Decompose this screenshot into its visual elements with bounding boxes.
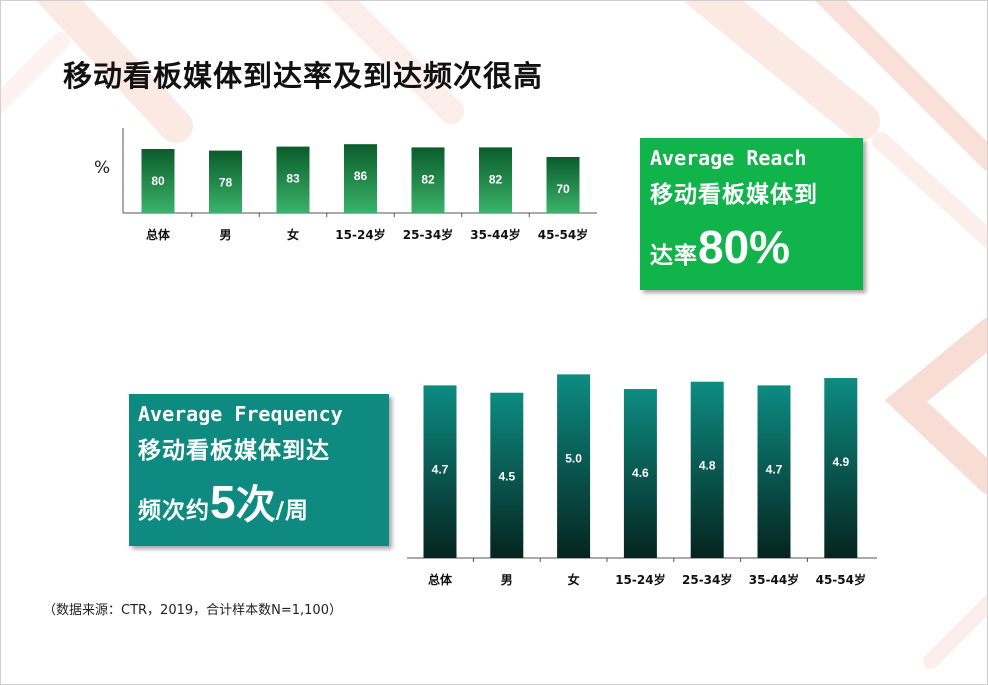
x-tick-label: 总体 bbox=[146, 227, 171, 242]
frequency-box-prefix: 频次约 bbox=[138, 498, 210, 524]
bar-data-label: 80 bbox=[151, 174, 165, 188]
bar-data-label: 4.8 bbox=[699, 459, 716, 473]
frequency-box-value-unit: 次 bbox=[235, 482, 276, 528]
deco-stripe bbox=[36, 1, 193, 143]
x-tick-label: 45-54岁 bbox=[538, 227, 588, 242]
bar-data-label: 70 bbox=[556, 182, 570, 196]
bar bbox=[423, 385, 457, 558]
x-tick-label: 女 bbox=[287, 227, 299, 242]
bar-data-label: 4.9 bbox=[832, 455, 849, 469]
slide-title: 移动看板媒体到达率及到达频次很高 bbox=[63, 59, 544, 93]
deco-chevron bbox=[884, 317, 987, 495]
bar-data-label: 82 bbox=[489, 172, 503, 186]
bar-data-label: 86 bbox=[354, 169, 368, 183]
deco-stripe bbox=[684, 1, 880, 140]
reach-unit-label: % bbox=[94, 158, 111, 178]
bar bbox=[690, 381, 724, 558]
average-frequency-box: Average Frequency 移动看板媒体到达 频次约5次/周 bbox=[129, 394, 389, 546]
bar-data-label: 82 bbox=[421, 172, 435, 186]
bar bbox=[276, 146, 310, 213]
reach-box-value: 80% bbox=[698, 221, 791, 273]
x-tick-label: 15-24岁 bbox=[335, 227, 385, 242]
x-tick-label: 35-44岁 bbox=[749, 572, 799, 587]
bar-data-label: 83 bbox=[286, 172, 300, 186]
reach-box-prefix: 达率 bbox=[650, 243, 698, 269]
bar-data-label: 4.6 bbox=[632, 466, 649, 480]
deco-stripe bbox=[815, 1, 987, 172]
x-tick-label: 25-34岁 bbox=[403, 227, 453, 242]
deco-stripe bbox=[872, 132, 987, 250]
x-tick-label: 总体 bbox=[428, 572, 453, 587]
bar-data-label: 78 bbox=[219, 176, 233, 190]
bar-data-label: 4.7 bbox=[766, 462, 783, 476]
x-tick-label: 45-54岁 bbox=[816, 572, 866, 587]
frequency-bar-chart: 4.7 总体 4.5 男 5.0 女 4.6 15-24岁 4.8 25-34岁 4.7 35-44岁… bbox=[407, 374, 877, 587]
reach-bar-chart: 80 总体 78 男 83 女 86 15-24岁 82 25-34岁 82 35-44岁 70 45-5… bbox=[122, 128, 597, 242]
frequency-box-suffix: /周 bbox=[275, 498, 309, 524]
deco-stripe bbox=[923, 594, 987, 669]
x-tick-label: 25-34岁 bbox=[682, 572, 732, 587]
x-tick-label: 男 bbox=[219, 228, 231, 242]
frequency-box-value-number: 5 bbox=[210, 476, 236, 528]
bar bbox=[490, 392, 524, 558]
source-note: （数据来源：CTR，2019，合计样本数N=1,100） bbox=[43, 603, 342, 618]
bar bbox=[479, 147, 512, 213]
x-tick-label: 35-44岁 bbox=[470, 227, 520, 242]
x-tick-label: 女 bbox=[568, 572, 580, 587]
bar bbox=[557, 374, 591, 558]
average-reach-box: Average Reach 移动看板媒体到 达率80% bbox=[640, 138, 863, 290]
deco-stripe bbox=[1, 32, 70, 114]
bar bbox=[757, 385, 791, 558]
reach-box-value-line: 达率80% bbox=[650, 220, 790, 274]
x-tick-label: 男 bbox=[501, 573, 513, 587]
bar bbox=[141, 149, 175, 213]
bar bbox=[546, 157, 580, 213]
reach-box-heading: Average Reach bbox=[650, 146, 807, 170]
bar bbox=[344, 144, 377, 213]
frequency-box-heading: Average Frequency bbox=[138, 402, 343, 426]
bar bbox=[623, 389, 657, 558]
bar bbox=[824, 378, 858, 558]
bar bbox=[209, 150, 242, 213]
frequency-box-value-line: 频次约5次/周 bbox=[138, 472, 309, 530]
x-tick-label: 15-24岁 bbox=[615, 572, 665, 587]
bar-data-label: 4.5 bbox=[498, 470, 515, 484]
frequency-box-subtitle: 移动看板媒体到达 bbox=[138, 438, 330, 464]
bar bbox=[411, 147, 445, 213]
bar-data-label: 5.0 bbox=[565, 451, 582, 465]
bar-data-label: 4.7 bbox=[432, 462, 449, 476]
reach-box-subtitle: 移动看板媒体到 bbox=[650, 182, 818, 208]
deco-stripe bbox=[322, 1, 464, 124]
